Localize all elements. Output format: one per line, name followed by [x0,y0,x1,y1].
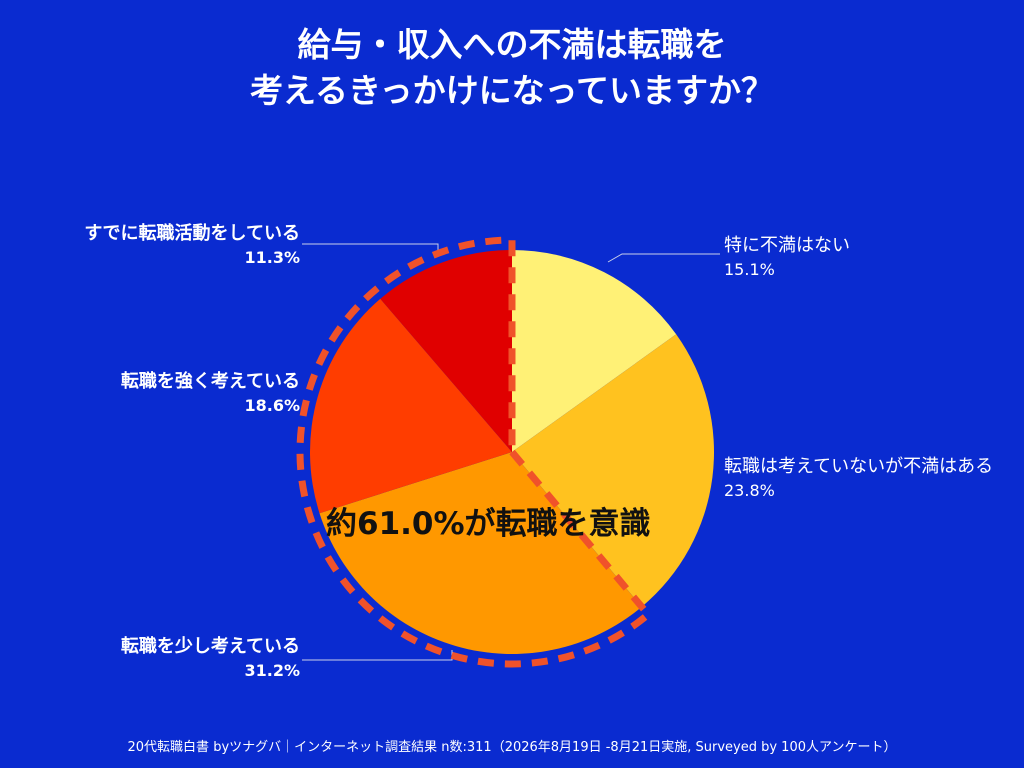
pie-slice-0 [512,250,677,452]
slice-label-3-name: 転職を強く考えている [120,371,300,392]
slice-label-1-name: 転職は考えていないが不満はある [724,456,994,477]
slice-label-0-value: 15.1% [724,260,775,279]
chart-title: 給与・収入への不満は転職を 考えるきっかけになっていますか？ [0,22,1024,114]
pie-slice-3 [310,298,512,514]
leader-line-2 [302,650,453,661]
slice-label-2: 転職を少し考えている 31.2% [10,635,300,683]
footer-source-note: 20代転職白書 byツナグバ｜インターネット調査結果 n数:311（2026年8… [127,740,897,755]
slice-label-0: 特に不満はない 15.1% [724,234,850,282]
chart-title-line-1: 給与・収入への不満は転職を [297,25,727,64]
highlight-callout: 約61.0%が転職を意識 [326,506,651,542]
slice-label-3-value: 18.6% [244,396,300,415]
chart-title-line-2: 考えるきっかけになっていますか？ [249,71,775,110]
pie-slice-1 [512,334,714,607]
slice-label-4-value: 11.3% [244,248,300,267]
highlight-dashed-border [296,236,654,668]
pie-slice-2 [319,452,642,655]
pie-slice-4 [380,250,512,452]
pie-slices [310,250,714,655]
slice-label-4: すでに転職活動をしている 11.3% [10,222,300,270]
slice-label-3: 転職を強く考えている 18.6% [10,370,300,418]
slice-label-2-name: 転職を少し考えている [120,636,300,657]
leader-line-0 [607,253,720,263]
highlight-outline [296,236,654,668]
slice-label-1: 転職は考えていないが不満はある 23.8% [724,455,993,503]
leader-lines [302,243,720,661]
slice-label-1-value: 23.8% [724,481,775,500]
slice-label-2-value: 31.2% [244,661,300,680]
slice-label-0-name: 特に不満はない [724,235,850,256]
leader-line-4 [302,243,439,252]
slice-label-4-name: すでに転職活動をしている [84,223,300,244]
